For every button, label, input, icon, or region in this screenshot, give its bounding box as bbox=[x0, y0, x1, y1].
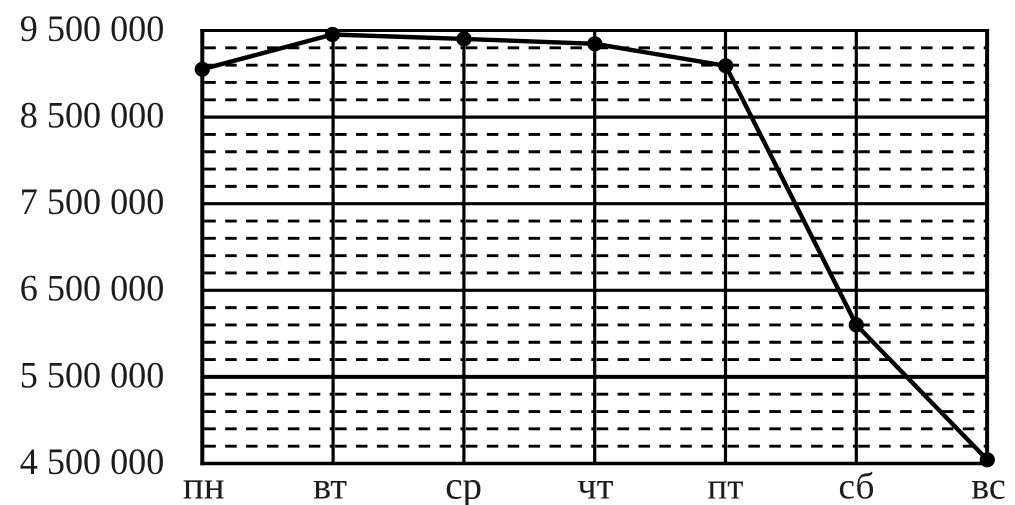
svg-text:пн: пн bbox=[183, 465, 225, 505]
svg-text:чт: чт bbox=[577, 466, 613, 505]
svg-text:6 500 000: 6 500 000 bbox=[20, 269, 165, 310]
svg-text:сб: сб bbox=[839, 467, 875, 505]
svg-text:вт: вт bbox=[313, 466, 347, 505]
svg-text:вс: вс bbox=[971, 466, 1006, 505]
svg-text:7 500 000: 7 500 000 bbox=[20, 182, 165, 223]
svg-text:пт: пт bbox=[707, 467, 743, 505]
svg-text:8 500 000: 8 500 000 bbox=[20, 96, 165, 137]
svg-text:4 500 000: 4 500 000 bbox=[20, 442, 165, 483]
svg-text:5 500 000: 5 500 000 bbox=[20, 355, 165, 396]
svg-text:9 500 000: 9 500 000 bbox=[20, 9, 165, 50]
svg-text:ср: ср bbox=[445, 465, 482, 505]
